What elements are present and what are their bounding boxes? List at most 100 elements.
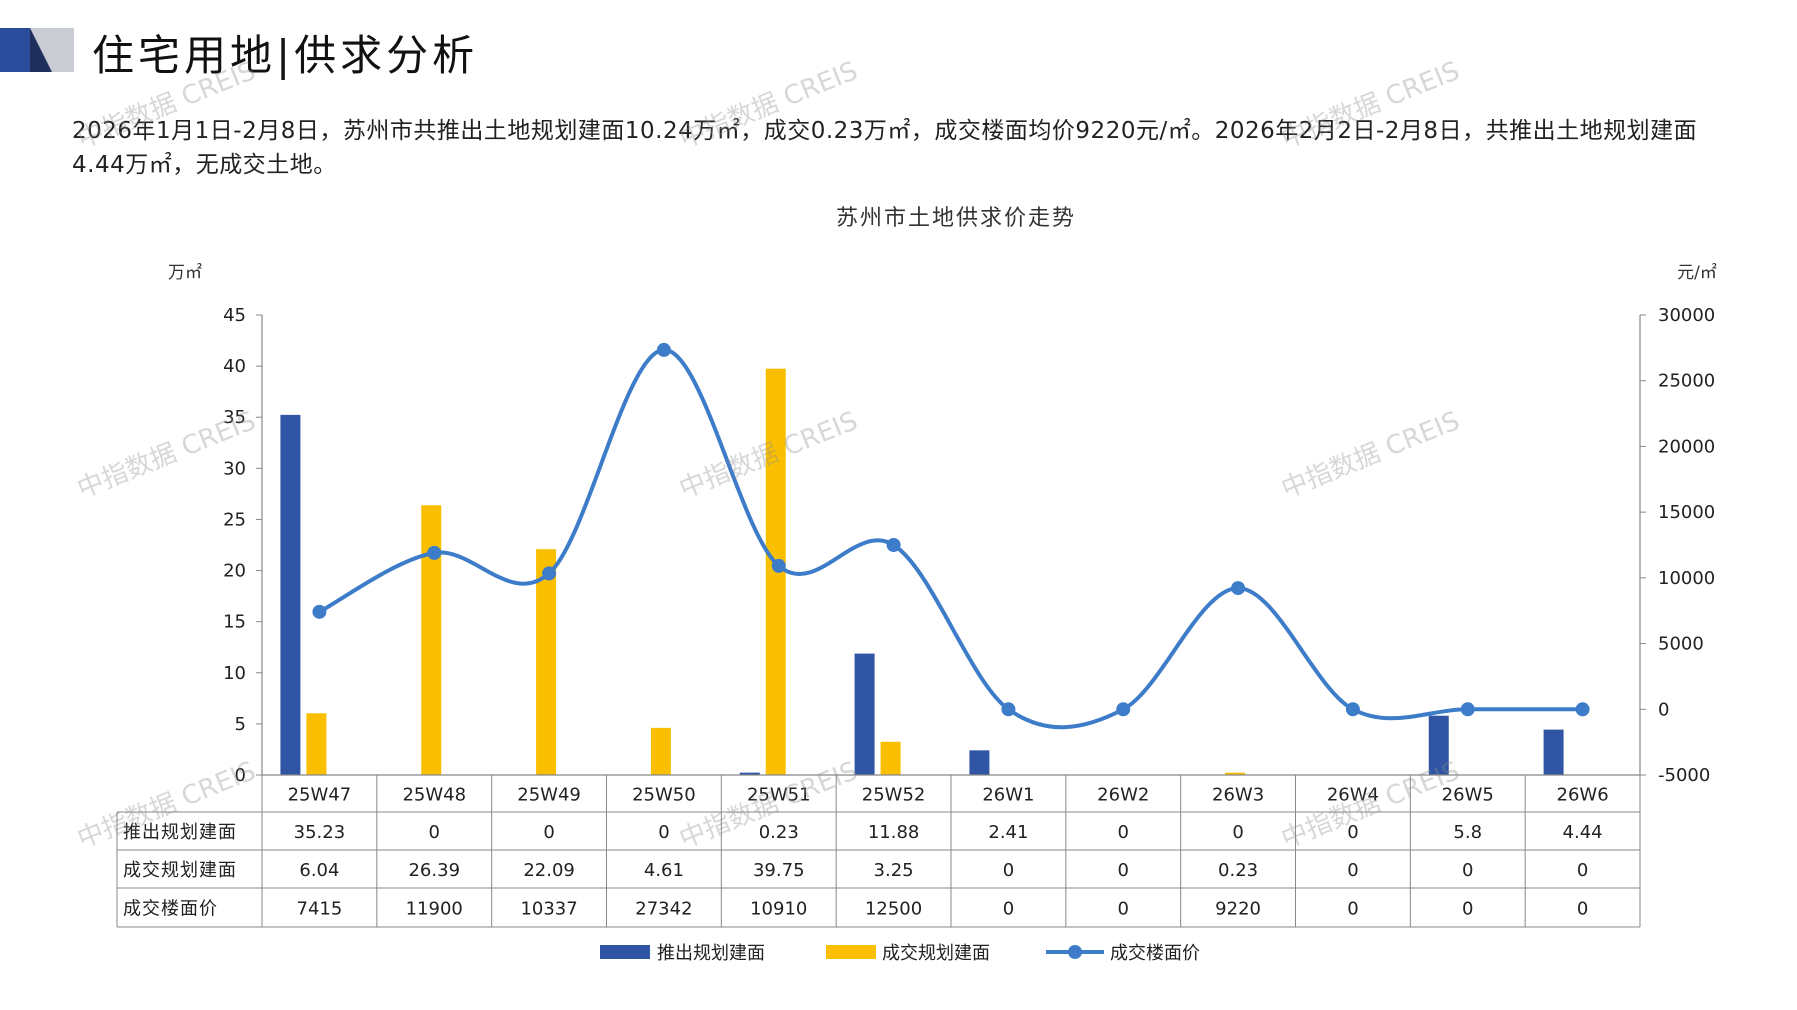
table-cell: 9220 bbox=[1215, 899, 1261, 920]
table-cell: 5.8 bbox=[1453, 822, 1482, 843]
table-cell: 6.04 bbox=[299, 860, 339, 881]
bar-supply bbox=[969, 750, 990, 775]
bar-supply bbox=[280, 414, 301, 775]
category-label: 26W3 bbox=[1212, 785, 1264, 806]
legend-label-supply: 推出规划建面 bbox=[657, 943, 765, 964]
bar-deal-area bbox=[880, 741, 901, 775]
table-cell: 0 bbox=[658, 822, 669, 843]
summary-text: 2026年1月1日-2月8日，苏州市共推出土地规划建面10.24万㎡，成交0.2… bbox=[72, 118, 1698, 178]
bar-deal-area bbox=[421, 505, 442, 775]
table-cell: 0 bbox=[1347, 860, 1358, 881]
table-cell: 12500 bbox=[865, 899, 922, 920]
price-point bbox=[1575, 702, 1590, 717]
left-tick-label: 15 bbox=[223, 612, 246, 633]
price-point bbox=[1460, 702, 1475, 717]
category-label: 26W1 bbox=[982, 785, 1034, 806]
bar-deal-area bbox=[1225, 772, 1246, 775]
table-cell: 0 bbox=[1003, 899, 1014, 920]
table-cell: 0 bbox=[1118, 860, 1129, 881]
left-tick-label: 30 bbox=[223, 458, 246, 479]
table-cell: 7415 bbox=[297, 899, 343, 920]
category-label: 25W49 bbox=[517, 785, 581, 806]
logo-blue-block bbox=[0, 28, 30, 72]
bar-supply bbox=[1428, 715, 1449, 775]
table-cell: 0 bbox=[543, 822, 554, 843]
left-tick-label: 25 bbox=[223, 509, 246, 530]
table-cell: 0 bbox=[1462, 899, 1473, 920]
right-tick-label: 30000 bbox=[1658, 305, 1715, 326]
bar-supply bbox=[1543, 729, 1564, 775]
table-cell: 11.88 bbox=[868, 822, 920, 843]
price-point bbox=[771, 558, 786, 573]
legend-marker-price bbox=[1068, 945, 1082, 959]
table-cell: 0 bbox=[1347, 822, 1358, 843]
legend-label-deal-area: 成交规划建面 bbox=[882, 943, 990, 964]
table-cell: 0 bbox=[1118, 899, 1129, 920]
bar-deal-area bbox=[306, 713, 327, 775]
table-cell: 0.23 bbox=[1218, 860, 1258, 881]
left-tick-label: 35 bbox=[223, 407, 246, 428]
table-cell: 0 bbox=[1118, 822, 1129, 843]
table-cell: 0 bbox=[1232, 822, 1243, 843]
page-title: 住宅用地|供求分析 bbox=[92, 31, 479, 80]
left-tick-label: 40 bbox=[223, 356, 246, 377]
bar-supply bbox=[854, 653, 875, 775]
legend-label-price: 成交楼面价 bbox=[1110, 943, 1200, 964]
table-cell: 2.41 bbox=[988, 822, 1028, 843]
table-cell: 3.25 bbox=[874, 860, 914, 881]
left-tick-label: 20 bbox=[223, 561, 246, 582]
left-tick-label: 5 bbox=[235, 714, 246, 735]
right-tick-label: 0 bbox=[1658, 699, 1669, 720]
category-label: 26W2 bbox=[1097, 785, 1149, 806]
table-cell: 39.75 bbox=[753, 860, 805, 881]
price-point bbox=[427, 545, 442, 560]
left-tick-label: 10 bbox=[223, 663, 246, 684]
table-cell: 4.61 bbox=[644, 860, 684, 881]
table-cell: 0.23 bbox=[759, 822, 799, 843]
table-cell: 27342 bbox=[635, 899, 692, 920]
table-cell: 10337 bbox=[520, 899, 577, 920]
price-point bbox=[656, 342, 671, 357]
category-label: 25W52 bbox=[862, 785, 926, 806]
bar-deal-area bbox=[536, 549, 557, 775]
price-point bbox=[886, 538, 901, 552]
table-cell: 0 bbox=[1003, 860, 1014, 881]
left-axis-unit: 万㎡ bbox=[168, 263, 202, 283]
category-label: 25W51 bbox=[747, 785, 811, 806]
price-line bbox=[318, 347, 1583, 730]
table-row-header: 成交楼面价 bbox=[123, 899, 218, 920]
right-tick-label: 20000 bbox=[1658, 436, 1715, 457]
table-cell: 22.09 bbox=[523, 860, 575, 881]
left-tick-label: 0 bbox=[235, 765, 246, 786]
chart-title: 苏州市土地供求价走势 bbox=[836, 206, 1076, 231]
bar-supply bbox=[739, 772, 760, 775]
category-label: 26W6 bbox=[1557, 785, 1609, 806]
right-tick-label: -5000 bbox=[1658, 765, 1710, 786]
category-label: 25W48 bbox=[402, 785, 466, 806]
category-label: 26W4 bbox=[1327, 785, 1379, 806]
right-tick-label: 5000 bbox=[1658, 634, 1704, 655]
price-point bbox=[1231, 581, 1246, 596]
header-logo bbox=[0, 28, 74, 72]
table-cell: 26.39 bbox=[408, 860, 460, 881]
table-cell: 0 bbox=[1577, 860, 1588, 881]
price-point bbox=[1116, 702, 1131, 717]
category-label: 25W50 bbox=[632, 785, 696, 806]
table-cell: 0 bbox=[1347, 899, 1358, 920]
right-tick-label: 10000 bbox=[1658, 568, 1715, 589]
table-cell: 0 bbox=[429, 822, 440, 843]
table-cell: 10910 bbox=[750, 899, 807, 920]
table-cell: 4.44 bbox=[1563, 822, 1603, 843]
table-cell: 0 bbox=[1577, 899, 1588, 920]
price-point bbox=[1001, 702, 1016, 717]
price-point bbox=[1345, 702, 1360, 717]
right-tick-label: 25000 bbox=[1658, 371, 1715, 392]
logo-gray-block bbox=[30, 28, 74, 72]
table-cell: 35.23 bbox=[294, 822, 346, 843]
table-cell: 11900 bbox=[406, 899, 463, 920]
table-row-header: 推出规划建面 bbox=[123, 822, 237, 843]
bar-deal-area bbox=[650, 727, 671, 775]
left-tick-label: 45 bbox=[223, 305, 246, 326]
logo-dark-wedge bbox=[30, 28, 52, 72]
